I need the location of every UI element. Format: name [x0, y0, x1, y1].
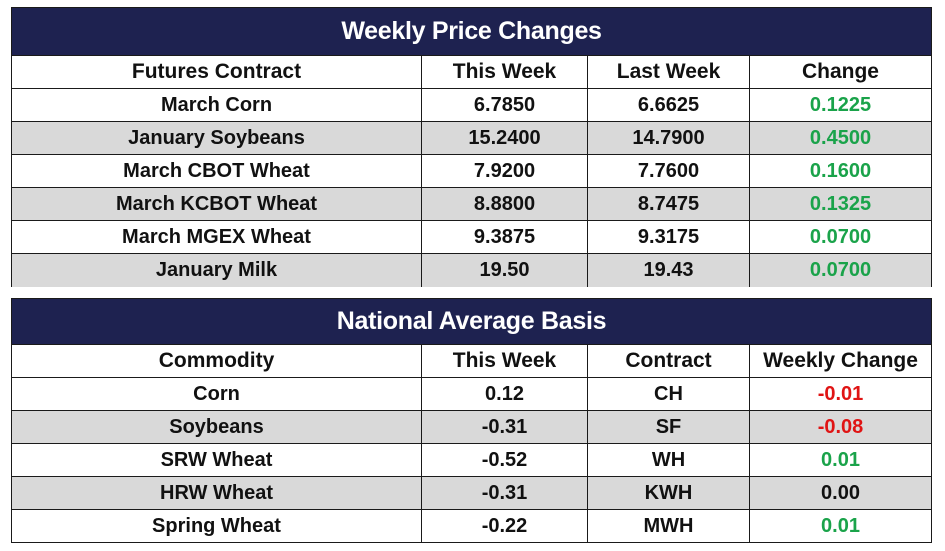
table-row: Soybeans -0.31 SF -0.08	[12, 411, 931, 444]
weekly-change-cell: -0.08	[817, 415, 864, 438]
table-row: March KCBOT Wheat 8.8800 8.7475 0.1325	[12, 188, 931, 221]
change-cell: 0.4500	[809, 126, 872, 149]
commodity-cell: Soybeans	[12, 411, 422, 443]
commodity-cell: Corn	[12, 378, 422, 410]
contract-cell: MWH	[588, 510, 750, 543]
commodity-cell: Spring Wheat	[12, 510, 422, 543]
contract-cell: KWH	[588, 477, 750, 509]
this-week-cell: 19.50	[422, 254, 588, 287]
contract-cell: January Soybeans	[12, 122, 422, 154]
change-cell: 0.1600	[809, 159, 872, 182]
change-cell: 0.1225	[809, 93, 872, 116]
table-row: Spring Wheat -0.22 MWH 0.01	[12, 510, 931, 543]
change-cell: 0.0700	[809, 225, 872, 248]
this-week-cell: -0.31	[422, 477, 588, 509]
this-week-cell: -0.22	[422, 510, 588, 543]
contract-cell: WH	[588, 444, 750, 476]
table-title: National Average Basis	[12, 299, 931, 345]
commodity-cell: HRW Wheat	[12, 477, 422, 509]
last-week-cell: 8.7475	[588, 188, 750, 220]
this-week-cell: 9.3875	[422, 221, 588, 253]
column-header: Last Week	[588, 56, 750, 88]
table-row: January Soybeans 15.2400 14.7900 0.4500	[12, 122, 931, 155]
header-row: Futures Contract This Week Last Week Cha…	[12, 56, 931, 89]
header-row: Commodity This Week Contract Weekly Chan…	[12, 345, 931, 378]
column-header: Contract	[588, 345, 750, 377]
commodity-cell: SRW Wheat	[12, 444, 422, 476]
contract-cell: March KCBOT Wheat	[12, 188, 422, 220]
table-row: March CBOT Wheat 7.9200 7.7600 0.1600	[12, 155, 931, 188]
column-header: This Week	[422, 345, 588, 377]
last-week-cell: 19.43	[588, 254, 750, 287]
this-week-cell: 15.2400	[422, 122, 588, 154]
contract-cell: March Corn	[12, 89, 422, 121]
table-row: HRW Wheat -0.31 KWH 0.00	[12, 477, 931, 510]
weekly-price-changes-table: Weekly Price Changes Futures Contract Th…	[11, 7, 932, 287]
contract-cell: March MGEX Wheat	[12, 221, 422, 253]
last-week-cell: 9.3175	[588, 221, 750, 253]
table-row: Corn 0.12 CH -0.01	[12, 378, 931, 411]
this-week-cell: -0.31	[422, 411, 588, 443]
column-header: This Week	[422, 56, 588, 88]
this-week-cell: 6.7850	[422, 89, 588, 121]
weekly-change-cell: 0.00	[821, 481, 860, 504]
table-title: Weekly Price Changes	[12, 8, 931, 56]
table-row: January Milk 19.50 19.43 0.0700	[12, 254, 931, 287]
column-header: Change	[801, 60, 879, 83]
contract-cell: CH	[588, 378, 750, 410]
contract-cell: March CBOT Wheat	[12, 155, 422, 187]
last-week-cell: 7.7600	[588, 155, 750, 187]
last-week-cell: 6.6625	[588, 89, 750, 121]
this-week-cell: 8.8800	[422, 188, 588, 220]
this-week-cell: 0.12	[422, 378, 588, 410]
weekly-change-cell: 0.01	[821, 515, 860, 537]
table-row: March Corn 6.7850 6.6625 0.1225	[12, 89, 931, 122]
national-average-basis-table: National Average Basis Commodity This We…	[11, 298, 932, 543]
change-cell: 0.0700	[809, 259, 872, 281]
last-week-cell: 14.7900	[588, 122, 750, 154]
this-week-cell: 7.9200	[422, 155, 588, 187]
weekly-change-cell: -0.01	[817, 382, 864, 405]
weekly-change-cell: 0.01	[821, 448, 860, 471]
table-row: March MGEX Wheat 9.3875 9.3175 0.0700	[12, 221, 931, 254]
change-cell: 0.1325	[809, 192, 872, 215]
column-header: Commodity	[12, 345, 422, 377]
contract-cell: SF	[588, 411, 750, 443]
column-header: Futures Contract	[12, 56, 422, 88]
column-header: Weekly Change	[763, 349, 918, 372]
this-week-cell: -0.52	[422, 444, 588, 476]
contract-cell: January Milk	[12, 254, 422, 287]
table-row: SRW Wheat -0.52 WH 0.01	[12, 444, 931, 477]
